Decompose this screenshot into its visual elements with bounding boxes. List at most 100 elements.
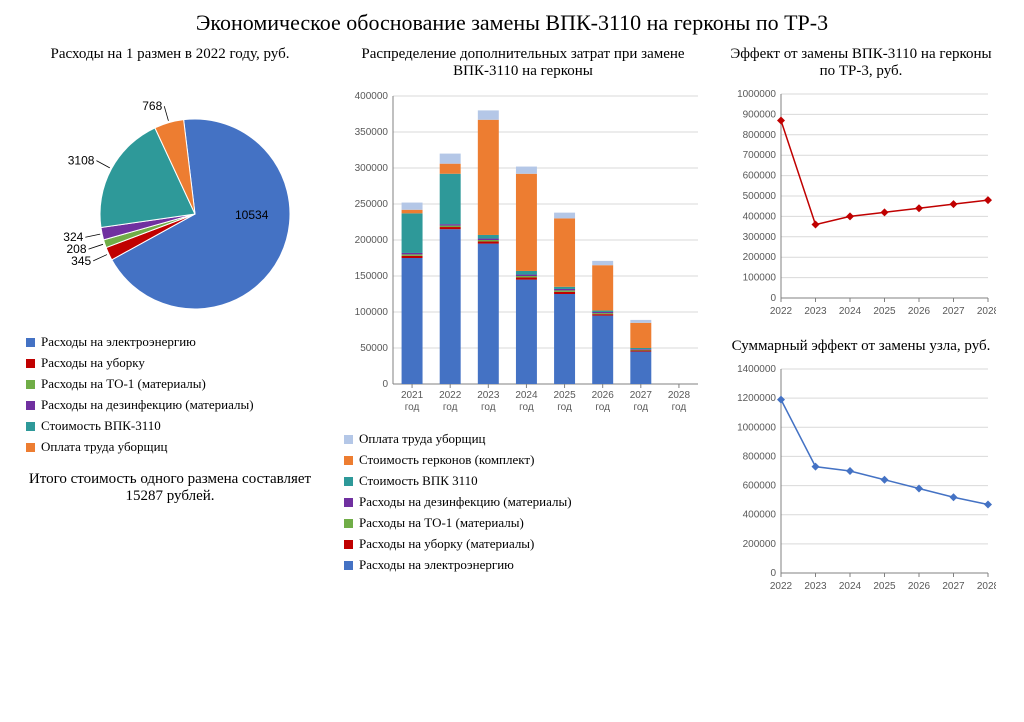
legend-swatch — [344, 561, 353, 570]
svg-text:0: 0 — [382, 379, 388, 390]
legend-item: Стоимость ВПК 3110 — [338, 474, 708, 489]
svg-text:год: год — [634, 402, 649, 413]
legend-label: Стоимость ВПК 3110 — [359, 474, 478, 489]
svg-text:год: год — [481, 402, 496, 413]
svg-text:10534: 10534 — [235, 208, 269, 222]
legend-swatch — [26, 401, 35, 410]
legend-label: Стоимость ВПК-3110 — [41, 419, 161, 434]
pie-panel: Расходы на 1 размен в 2022 году, руб. 10… — [20, 44, 320, 601]
svg-text:2022: 2022 — [770, 306, 793, 317]
legend-item: Расходы на электроэнергию — [338, 558, 708, 573]
svg-text:2024: 2024 — [839, 306, 862, 317]
stacked-title: Распределение дополнительных затрат при … — [338, 46, 708, 80]
svg-text:2026: 2026 — [908, 581, 931, 592]
pie-legend: Расходы на электроэнергиюРасходы на убор… — [20, 329, 320, 461]
svg-text:200000: 200000 — [743, 539, 777, 550]
svg-text:400000: 400000 — [743, 211, 777, 222]
legend-item: Расходы на уборку (материалы) — [338, 537, 708, 552]
svg-text:1000000: 1000000 — [737, 422, 776, 433]
legend-swatch — [26, 338, 35, 347]
svg-text:324: 324 — [63, 230, 83, 244]
legend-label: Оплата труда уборщиц — [41, 440, 167, 455]
legend-label: Стоимость герконов (комплект) — [359, 453, 534, 468]
svg-text:2023: 2023 — [477, 390, 500, 401]
legend-item: Оплата труда уборщиц — [338, 432, 708, 447]
svg-text:2023: 2023 — [804, 581, 827, 592]
svg-text:2023: 2023 — [804, 306, 827, 317]
svg-text:2026: 2026 — [592, 390, 615, 401]
svg-text:2022: 2022 — [770, 581, 793, 592]
line-top-title: Эффект от замены ВПК-3110 на герконы по … — [726, 46, 996, 80]
svg-text:год: год — [405, 402, 420, 413]
svg-text:800000: 800000 — [743, 130, 777, 141]
svg-text:2027: 2027 — [630, 390, 653, 401]
stacked-panel: Распределение дополнительных затрат при … — [338, 44, 708, 601]
svg-text:400000: 400000 — [743, 510, 777, 521]
svg-text:200000: 200000 — [743, 252, 777, 263]
svg-text:0: 0 — [770, 293, 776, 304]
svg-text:год: год — [443, 402, 458, 413]
svg-text:300000: 300000 — [743, 232, 777, 243]
legend-swatch — [26, 422, 35, 431]
legend-item: Расходы на ТО-1 (материалы) — [20, 377, 320, 392]
legend-swatch — [344, 540, 353, 549]
legend-label: Расходы на электроэнергию — [41, 335, 196, 350]
legend-item: Расходы на электроэнергию — [20, 335, 320, 350]
stacked-chart: 0500001000001500002000002500003000003500… — [338, 86, 708, 426]
legend-swatch — [344, 456, 353, 465]
svg-text:250000: 250000 — [355, 199, 389, 210]
legend-item: Расходы на дезинфекцию (материалы) — [338, 495, 708, 510]
legend-swatch — [344, 435, 353, 444]
svg-text:1000000: 1000000 — [737, 89, 776, 100]
svg-text:2022: 2022 — [439, 390, 462, 401]
legend-swatch — [26, 443, 35, 452]
svg-text:год: год — [557, 402, 572, 413]
svg-text:1400000: 1400000 — [737, 364, 776, 375]
line-bottom-chart: 0200000400000600000800000100000012000001… — [726, 361, 996, 601]
svg-text:год: год — [595, 402, 610, 413]
svg-text:600000: 600000 — [743, 171, 777, 182]
legend-item: Стоимость ВПК-3110 — [20, 419, 320, 434]
svg-text:900000: 900000 — [743, 109, 777, 120]
pie-chart: 105343452083243108768 — [20, 69, 320, 329]
svg-text:2026: 2026 — [908, 306, 931, 317]
legend-label: Расходы на ТО-1 (материалы) — [41, 377, 206, 392]
svg-text:200000: 200000 — [355, 235, 389, 246]
legend-label: Оплата труда уборщиц — [359, 432, 485, 447]
svg-text:2028: 2028 — [977, 581, 996, 592]
legend-item: Расходы на дезинфекцию (материалы) — [20, 398, 320, 413]
svg-text:500000: 500000 — [743, 191, 777, 202]
svg-text:0: 0 — [770, 568, 776, 579]
svg-text:700000: 700000 — [743, 150, 777, 161]
legend-item: Стоимость герконов (комплект) — [338, 453, 708, 468]
svg-text:2027: 2027 — [942, 581, 965, 592]
svg-text:год: год — [519, 402, 534, 413]
svg-text:2028: 2028 — [668, 390, 691, 401]
legend-label: Расходы на уборку (материалы) — [359, 537, 534, 552]
line-bottom-title: Суммарный эффект от замены узла, руб. — [726, 338, 996, 355]
svg-text:400000: 400000 — [355, 91, 389, 102]
legend-swatch — [344, 519, 353, 528]
svg-text:100000: 100000 — [355, 307, 389, 318]
lines-panel: Эффект от замены ВПК-3110 на герконы по … — [726, 44, 996, 601]
legend-label: Расходы на дезинфекцию (материалы) — [359, 495, 572, 510]
legend-label: Расходы на электроэнергию — [359, 558, 514, 573]
legend-item: Расходы на ТО-1 (материалы) — [338, 516, 708, 531]
legend-label: Расходы на ТО-1 (материалы) — [359, 516, 524, 531]
svg-text:год: год — [672, 402, 687, 413]
svg-text:3108: 3108 — [68, 154, 95, 168]
columns: Расходы на 1 размен в 2022 году, руб. 10… — [20, 44, 1004, 601]
svg-text:2021: 2021 — [401, 390, 424, 401]
svg-text:2028: 2028 — [977, 306, 996, 317]
legend-swatch — [344, 477, 353, 486]
svg-text:2025: 2025 — [873, 581, 896, 592]
svg-text:2024: 2024 — [515, 390, 538, 401]
svg-text:2025: 2025 — [553, 390, 576, 401]
line-top-chart: 0100000200000300000400000500000600000700… — [726, 86, 996, 326]
svg-text:1200000: 1200000 — [737, 393, 776, 404]
legend-swatch — [26, 359, 35, 368]
svg-text:768: 768 — [142, 99, 162, 113]
stacked-legend: Оплата труда уборщиц Стоимость герконов (… — [338, 426, 708, 579]
legend-item: Оплата труда уборщиц — [20, 440, 320, 455]
legend-label: Расходы на дезинфекцию (материалы) — [41, 398, 254, 413]
